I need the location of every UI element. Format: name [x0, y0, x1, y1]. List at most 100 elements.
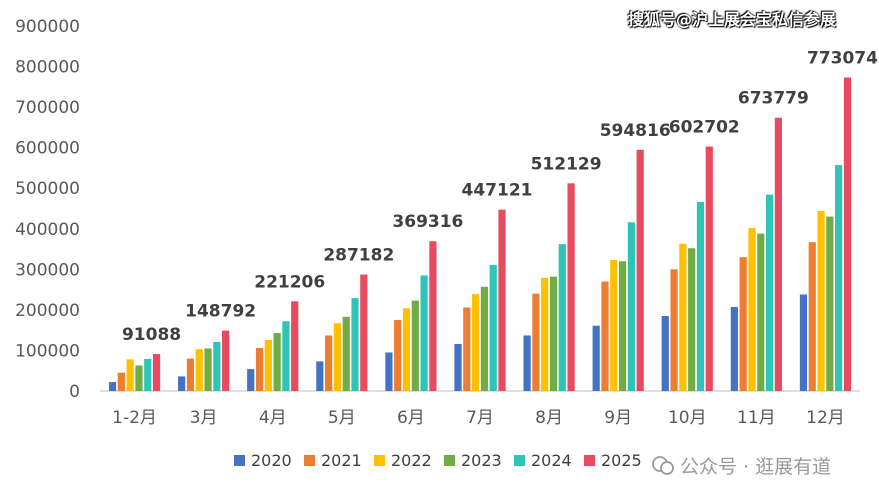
legend-label-2021: 2021 [321, 451, 362, 470]
x-tick-label: 4月 [259, 408, 287, 428]
x-tick-label: 1-2月 [112, 408, 157, 428]
bar-2022-9 [679, 243, 687, 391]
bar-2024-2 [213, 341, 221, 391]
x-tick-label: 7月 [466, 408, 494, 428]
legend-label-2022: 2022 [391, 451, 432, 470]
bar-2023-1 [135, 365, 143, 391]
data-label: 91088 [122, 325, 181, 345]
bar-2024-9 [696, 202, 705, 391]
bar-2023-8 [618, 261, 627, 391]
bar-2021-5 [394, 320, 402, 391]
data-label: 773074 [807, 48, 878, 68]
bar-2024-4 [351, 298, 359, 391]
bar-2025-2 [222, 330, 230, 391]
bar-2024-10 [765, 194, 774, 391]
bar-2020-5 [385, 352, 393, 391]
bar-2023-2 [204, 348, 212, 391]
bar-2023-9 [688, 248, 696, 391]
legend-label-2020: 2020 [251, 451, 292, 470]
bar-2023-5 [411, 300, 419, 391]
legend-swatch-2024 [514, 455, 525, 466]
bar-2025-5 [429, 241, 437, 391]
bar-2020-3 [247, 369, 255, 391]
legend-label-2024: 2024 [531, 451, 572, 470]
x-tick-label: 10月 [668, 408, 707, 428]
y-tick-label: 200000 [15, 301, 80, 321]
bar-2020-11 [799, 294, 808, 391]
bar-2025-7 [567, 183, 575, 391]
bar-2025-4 [360, 274, 368, 391]
bar-2025-11 [843, 77, 852, 391]
bar-2023-10 [757, 233, 765, 391]
bar-2023-7 [549, 276, 558, 391]
bar-2020-8 [592, 325, 600, 391]
legend-swatch-2025 [584, 455, 595, 466]
legend-swatch-2021 [304, 455, 315, 466]
y-tick-label: 500000 [15, 179, 80, 199]
legend: 2020 2021 2022 2023 2024 2025 [234, 451, 642, 470]
bar-2024-7 [558, 244, 566, 391]
bar-2020-1 [108, 382, 117, 391]
bar-2022-10 [748, 227, 756, 391]
data-label: 148792 [185, 302, 256, 322]
bar-2025-6 [498, 209, 506, 391]
bar-2024-8 [627, 222, 635, 391]
bar-2022-6 [472, 294, 480, 391]
watermark-bottom: 公众号 · 逛展有道 [652, 452, 831, 479]
bar-2020-6 [454, 343, 462, 391]
bar-2022-3 [264, 339, 272, 391]
bar-2020-4 [316, 361, 324, 391]
legend-label-2025: 2025 [601, 451, 642, 470]
bar-2025-3 [291, 301, 299, 391]
x-tick-label: 11月 [737, 408, 776, 428]
bar-2020-7 [523, 335, 531, 391]
x-tick-label: 6月 [397, 408, 425, 428]
bar-2020-9 [661, 315, 669, 391]
data-label: 594816 [600, 121, 671, 141]
legend-swatch-2022 [374, 455, 385, 466]
y-tick-label: 0 [69, 382, 80, 402]
bar-2022-5 [402, 308, 411, 391]
data-label: 512129 [531, 154, 602, 174]
legend-swatch-2023 [444, 455, 455, 466]
bar-2025-10 [774, 117, 782, 391]
wechat-icon [652, 455, 674, 475]
bar-2024-11 [835, 165, 843, 391]
bar-2022-7 [541, 277, 549, 391]
bar-2024-3 [282, 321, 290, 391]
legend-label-2023: 2023 [461, 451, 502, 470]
bar-2022-11 [817, 210, 825, 391]
y-tick-label: 700000 [15, 98, 80, 118]
bar-2021-11 [808, 242, 816, 391]
bar-2021-7 [532, 293, 540, 391]
data-label: 287182 [323, 246, 394, 266]
bar-2023-3 [273, 333, 281, 391]
bar-2024-1 [144, 358, 152, 391]
bar-2023-11 [826, 216, 834, 391]
x-axis: 1-2月 3月 4月 5月 6月 7月 8月 9月 10月 11月 12月 [100, 390, 860, 428]
bar-2021-10 [739, 257, 747, 391]
bar-2022-4 [333, 323, 342, 391]
bar-2021-3 [255, 348, 264, 391]
data-label: 221206 [254, 272, 325, 292]
x-tick-label: 3月 [190, 408, 218, 428]
bar-2024-6 [489, 264, 497, 391]
bar-2022-2 [195, 349, 203, 391]
watermark-bottom-text: 公众号 · 逛展有道 [680, 456, 832, 478]
bar-2025-9 [705, 146, 713, 391]
bar-2023-6 [480, 286, 488, 391]
y-tick-label: 300000 [15, 260, 80, 280]
y-tick-label: 800000 [15, 58, 80, 78]
bar-2024-5 [420, 275, 428, 391]
data-label: 447121 [462, 181, 533, 201]
y-tick-label: 900000 [15, 17, 80, 37]
y-axis: 0 100000 200000 300000 400000 500000 600000 700… [15, 17, 80, 402]
x-tick-label: 5月 [328, 408, 356, 428]
y-tick-label: 100000 [15, 341, 80, 361]
bar-2022-8 [610, 260, 618, 391]
bar-2021-1 [117, 372, 125, 391]
data-label: 602702 [669, 118, 740, 138]
bar-2021-9 [670, 269, 678, 391]
